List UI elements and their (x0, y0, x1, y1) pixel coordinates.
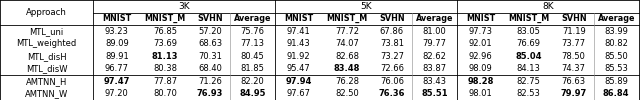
Text: MTL_disW: MTL_disW (26, 64, 67, 73)
Text: 76.63: 76.63 (562, 77, 586, 86)
Text: MNIST: MNIST (284, 14, 313, 23)
Text: 82.53: 82.53 (517, 89, 541, 98)
Text: 82.20: 82.20 (241, 77, 264, 86)
Text: 84.95: 84.95 (239, 89, 266, 98)
Text: 81.13: 81.13 (152, 52, 179, 61)
Text: 89.09: 89.09 (105, 39, 129, 48)
Text: 89.91: 89.91 (105, 52, 129, 61)
Text: Approach: Approach (26, 8, 67, 17)
Text: Average: Average (598, 14, 635, 23)
Text: 82.75: 82.75 (517, 77, 541, 86)
Text: MNIST_M: MNIST_M (145, 14, 186, 23)
Text: 78.50: 78.50 (562, 52, 586, 61)
Text: 80.38: 80.38 (153, 64, 177, 73)
Text: 84.13: 84.13 (517, 64, 541, 73)
Text: 85.51: 85.51 (421, 89, 448, 98)
Text: 68.40: 68.40 (198, 64, 222, 73)
Text: 82.50: 82.50 (335, 89, 359, 98)
Text: 77.72: 77.72 (335, 27, 359, 36)
Text: 77.87: 77.87 (153, 77, 177, 86)
Text: 75.76: 75.76 (241, 27, 265, 36)
Text: 95.47: 95.47 (287, 64, 310, 73)
Text: 85.50: 85.50 (604, 52, 628, 61)
Text: 97.94: 97.94 (285, 77, 312, 86)
Text: 97.73: 97.73 (468, 27, 492, 36)
Text: 82.62: 82.62 (422, 52, 446, 61)
Text: 85.89: 85.89 (604, 77, 628, 86)
Text: SVHN: SVHN (561, 14, 586, 23)
Text: 68.63: 68.63 (198, 39, 222, 48)
Text: 93.23: 93.23 (105, 27, 129, 36)
Text: 73.77: 73.77 (562, 39, 586, 48)
Text: 76.28: 76.28 (335, 77, 359, 86)
Text: 76.69: 76.69 (516, 39, 541, 48)
Text: 70.31: 70.31 (198, 52, 222, 61)
Text: 71.26: 71.26 (198, 77, 222, 86)
Text: 85.04: 85.04 (516, 52, 542, 61)
Text: 74.07: 74.07 (335, 39, 359, 48)
Text: 73.81: 73.81 (380, 39, 404, 48)
Text: MNIST: MNIST (102, 14, 131, 23)
Text: 97.67: 97.67 (287, 89, 310, 98)
Text: MNIST_M: MNIST_M (508, 14, 549, 23)
Text: 80.70: 80.70 (153, 89, 177, 98)
Text: 81.00: 81.00 (422, 27, 446, 36)
Text: Average: Average (234, 14, 271, 23)
Text: 82.68: 82.68 (335, 52, 359, 61)
Text: 98.09: 98.09 (468, 64, 492, 73)
Text: 76.93: 76.93 (197, 89, 223, 98)
Text: 67.86: 67.86 (380, 27, 404, 36)
Text: 57.20: 57.20 (198, 27, 222, 36)
Text: 74.37: 74.37 (562, 64, 586, 73)
Text: 83.99: 83.99 (604, 27, 628, 36)
Text: 81.85: 81.85 (241, 64, 264, 73)
Text: MNIST: MNIST (466, 14, 495, 23)
Text: 91.43: 91.43 (287, 39, 310, 48)
Text: Average: Average (416, 14, 453, 23)
Text: 71.19: 71.19 (562, 27, 586, 36)
Text: 83.48: 83.48 (334, 64, 360, 73)
Text: 98.28: 98.28 (467, 77, 493, 86)
Text: 76.36: 76.36 (379, 89, 405, 98)
Text: 96.77: 96.77 (105, 64, 129, 73)
Text: AMTNN_W: AMTNN_W (25, 89, 68, 98)
Text: 73.27: 73.27 (380, 52, 404, 61)
Text: 92.01: 92.01 (468, 39, 492, 48)
Text: 76.85: 76.85 (153, 27, 177, 36)
Text: 79.77: 79.77 (422, 39, 447, 48)
Text: 97.41: 97.41 (287, 27, 310, 36)
Text: MNIST_M: MNIST_M (326, 14, 367, 23)
Text: 97.20: 97.20 (105, 89, 129, 98)
Text: 73.69: 73.69 (153, 39, 177, 48)
Text: 83.05: 83.05 (517, 27, 541, 36)
Text: 86.84: 86.84 (603, 89, 630, 98)
Text: 98.01: 98.01 (468, 89, 492, 98)
Text: SVHN: SVHN (379, 14, 404, 23)
Text: 72.66: 72.66 (380, 64, 404, 73)
Text: 5K: 5K (360, 2, 372, 11)
Text: 80.82: 80.82 (604, 39, 628, 48)
Text: 77.13: 77.13 (241, 39, 265, 48)
Text: 83.87: 83.87 (422, 64, 447, 73)
Text: 3K: 3K (179, 2, 190, 11)
Text: AMTNN_H: AMTNN_H (26, 77, 67, 86)
Text: 85.53: 85.53 (604, 64, 628, 73)
Text: MTL_weighted: MTL_weighted (17, 39, 77, 48)
Text: 92.96: 92.96 (468, 52, 492, 61)
Text: MTL_disH: MTL_disH (27, 52, 67, 61)
Text: 83.43: 83.43 (422, 77, 447, 86)
Text: 97.47: 97.47 (104, 77, 130, 86)
Text: 8K: 8K (542, 2, 554, 11)
Text: 79.97: 79.97 (561, 89, 587, 98)
Text: 76.06: 76.06 (380, 77, 404, 86)
Text: SVHN: SVHN (197, 14, 223, 23)
Text: 91.92: 91.92 (287, 52, 310, 61)
Text: 80.45: 80.45 (241, 52, 264, 61)
Text: MTL_uni: MTL_uni (29, 27, 64, 36)
